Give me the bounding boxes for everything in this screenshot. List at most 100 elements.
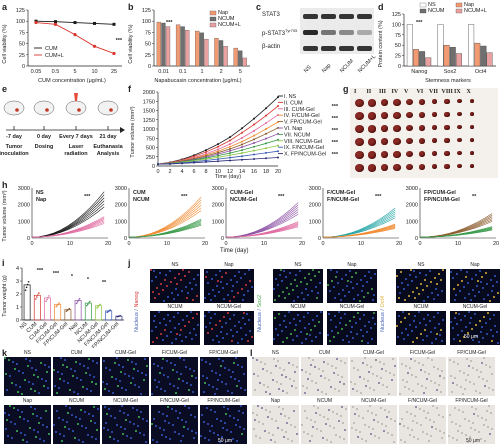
panel-l-histology: NS CUM CUM-Gel F/CUM-Gel FP/CUM-Gel Nap NCUM NC… bbox=[252, 350, 498, 446]
panel-a-legend-label: CUM+L bbox=[45, 53, 64, 59]
panel-k-cell-label: CUM bbox=[70, 350, 83, 356]
panel-i-dot bbox=[45, 300, 47, 303]
panel-k-scale-bar: 50 μm bbox=[218, 438, 232, 444]
panel-f-point bbox=[241, 127, 243, 130]
panel-a-ytick-label: 0 bbox=[22, 64, 25, 70]
panel-j-side-label: Nucleus / Oct4 bbox=[380, 270, 388, 340]
panel-g-roman-label: IX bbox=[454, 89, 461, 95]
panel-b-significance: *** bbox=[166, 20, 173, 26]
panel-i-dot bbox=[78, 297, 81, 300]
panel-j-cell-label: NCUM-Gel bbox=[216, 304, 242, 310]
tumor-sample bbox=[393, 164, 401, 171]
panel-f-legend-label: III. CUM-Gel bbox=[284, 107, 315, 113]
panel-i-dot bbox=[88, 302, 90, 304]
tumor-sample bbox=[380, 112, 389, 120]
tumor-sample bbox=[406, 112, 413, 119]
panel-i-dot bbox=[76, 301, 79, 303]
tumor-sample bbox=[380, 164, 389, 172]
panel-h-curve bbox=[322, 207, 396, 238]
panel-f-point bbox=[217, 145, 219, 148]
panel-d-bar bbox=[443, 45, 450, 67]
panel-f-point bbox=[253, 149, 255, 152]
panel-h-xtick-label: 0 bbox=[224, 241, 227, 247]
panel-i-dot bbox=[57, 303, 59, 306]
panel-j-cell-label: NS bbox=[294, 262, 302, 268]
tumor-sample bbox=[444, 112, 450, 117]
panel-j-micrograph bbox=[273, 269, 323, 303]
panel-i-ylabel: Tumor weight (g) bbox=[2, 275, 8, 317]
panel-f-point bbox=[253, 142, 255, 145]
panel-a-ytick-label: 125 bbox=[16, 8, 25, 14]
blot-band bbox=[339, 46, 354, 51]
panel-f-ytick-label: 1000 bbox=[143, 127, 155, 133]
panel-f-point bbox=[205, 159, 207, 162]
panel-k-cell-label: F/NCUM-Gel bbox=[160, 398, 189, 404]
panel-f-point bbox=[229, 145, 231, 148]
panel-d-legend-swatch bbox=[419, 2, 427, 8]
panel-j-micrograph bbox=[450, 311, 500, 345]
panel-f-xtick-label: 4 bbox=[180, 169, 183, 175]
tumor-sample bbox=[355, 164, 364, 173]
tumor-dot-icon bbox=[77, 108, 81, 112]
panel-f-point bbox=[253, 123, 255, 126]
panel-f-significance: *** bbox=[332, 152, 339, 158]
panel-f-point bbox=[277, 150, 279, 153]
panel-letter-g: g bbox=[343, 84, 349, 94]
panel-k-micrograph bbox=[200, 357, 247, 396]
panel-h-label-b: Nap bbox=[36, 197, 47, 203]
panel-f-point bbox=[253, 129, 255, 132]
panel-f-ytick-label: 250 bbox=[146, 155, 155, 161]
panel-i-dot bbox=[97, 305, 99, 308]
blot-col-label: NCUM bbox=[339, 58, 355, 75]
panel-k-micrograph bbox=[151, 405, 198, 444]
panel-f-legend-label: I. NS bbox=[284, 94, 297, 100]
panel-j-marker-label: Sox2 bbox=[257, 294, 263, 308]
panel-f-point bbox=[241, 155, 243, 158]
panel-h-xtick-label: 0 bbox=[127, 241, 130, 247]
panel-a-point bbox=[93, 21, 96, 25]
panel-b-ytick-label: 125 bbox=[142, 8, 151, 14]
panel-k-fluorescence: NS CUM CUM-Gel F/CUM-Gel FP/CUM-Gel Nap NCUM NC… bbox=[4, 350, 248, 446]
panel-h-ytick-label: 2000 bbox=[406, 203, 418, 209]
panel-f-point bbox=[181, 162, 183, 165]
panel-h-ytick-label: 1000 bbox=[309, 219, 321, 225]
panel-h-label-b: NCUM-Gel bbox=[230, 197, 258, 203]
panel-a-significance: *** bbox=[116, 38, 123, 44]
panel-h-xtick-label: 20 bbox=[299, 241, 305, 247]
tumor-sample bbox=[469, 125, 475, 129]
panel-h-significance: *** bbox=[278, 194, 285, 200]
panel-b-bar bbox=[195, 30, 200, 67]
panel-d-bar bbox=[425, 57, 432, 67]
tumor-sample bbox=[367, 125, 377, 133]
tumor-sample bbox=[367, 138, 377, 146]
panel-b-ytick-label: 0 bbox=[148, 64, 151, 70]
panel-j-micrograph bbox=[150, 269, 200, 303]
panel-f-point bbox=[217, 160, 219, 163]
tumor-sample bbox=[380, 99, 389, 107]
panel-h-ytick-label: 3000 bbox=[406, 186, 418, 192]
timeline-day-label: 21 day bbox=[99, 134, 117, 140]
panel-h-curve bbox=[225, 206, 299, 238]
panel-k-cell-label: FP/NCUM-Gel bbox=[207, 398, 240, 404]
panel-f-point bbox=[217, 148, 219, 151]
panel-j-cell-label: NCUM-Gel bbox=[339, 304, 365, 310]
panel-b-bar bbox=[242, 57, 247, 67]
panel-j-cell-label: Nap bbox=[470, 262, 480, 268]
mouse-icon bbox=[3, 100, 25, 116]
panel-h-label-a: F/CUM-Gel bbox=[327, 190, 356, 196]
panel-i-dot bbox=[48, 295, 50, 297]
panel-j-cell-label: NS bbox=[417, 262, 425, 268]
panel-g-roman-label: IV bbox=[391, 89, 399, 95]
panel-i-dot bbox=[89, 300, 91, 303]
panel-h-xtick-label: 0 bbox=[418, 241, 421, 247]
panel-h-label-a: CUM-Gel bbox=[230, 190, 254, 196]
panel-b-bar bbox=[233, 47, 238, 67]
panel-f-ytick-label: 1500 bbox=[143, 109, 155, 115]
panel-d-legend-label: NS bbox=[428, 2, 436, 8]
panel-d-ytick-label: 75 bbox=[395, 33, 401, 39]
tumor-sample bbox=[469, 112, 475, 116]
tumor-sample bbox=[469, 164, 475, 168]
panel-i-dot bbox=[38, 292, 40, 294]
panel-h-curve bbox=[128, 199, 202, 238]
panel-h-curve bbox=[322, 223, 396, 238]
